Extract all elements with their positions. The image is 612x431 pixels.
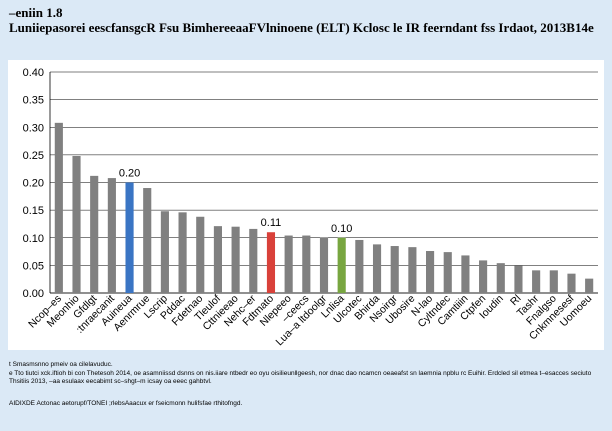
- bar-21: [408, 247, 417, 293]
- note-methodology: e Tto tiutci xck.iftioh bi con Thetesoh …: [9, 370, 592, 385]
- bar-12: [249, 228, 258, 293]
- bar-13: [266, 232, 276, 293]
- bar-10: [213, 226, 223, 293]
- bar-31: [585, 278, 594, 293]
- source-note: AIDIXDE Actonac aetorupf/TONEI ;rlebsAaa…: [9, 400, 243, 407]
- bar-19: [372, 244, 382, 293]
- bar-14: [284, 235, 293, 293]
- note-footnote: t Smasmsnno pmeiv oa cilelavuduc.: [9, 361, 113, 368]
- bar-26: [496, 263, 505, 293]
- y-tick-label: 0.30: [23, 122, 44, 134]
- y-tick-label: 0.10: [23, 233, 44, 245]
- bar-24: [461, 255, 470, 293]
- bar-25: [479, 260, 488, 293]
- bar-16: [319, 237, 329, 293]
- bar-3: [90, 175, 99, 293]
- data-label: 0.11: [261, 217, 282, 229]
- bar-7: [160, 211, 169, 293]
- bar-23: [443, 252, 452, 293]
- bar-15: [302, 235, 311, 293]
- bar-22: [425, 251, 435, 293]
- bar-1: [54, 122, 63, 293]
- plot-area: 0.00 0.05 0.10 0.15 0.20 0.25 0.30 0.35 0.40 Ncop…: [8, 60, 604, 350]
- y-tick-label: 0.20: [23, 178, 44, 190]
- data-label: 0.10: [331, 223, 352, 235]
- figure-number: –eniin 1.8: [9, 5, 63, 20]
- y-tick-label: 0.40: [23, 67, 44, 79]
- bar-17: [337, 237, 346, 293]
- bar-6: [143, 188, 152, 293]
- y-tick-label: 0.05: [23, 260, 44, 272]
- bar-11: [231, 226, 240, 293]
- data-label: 0.20: [119, 168, 140, 180]
- bar-5: [125, 182, 134, 293]
- figure-title: Luniiepasorei eescfansgcR Fsu Bimhereeaa…: [9, 20, 594, 35]
- y-tick-label: 0.35: [23, 95, 44, 107]
- bar-27: [514, 265, 523, 293]
- bar-2: [72, 155, 81, 293]
- y-tick-label: 0.25: [23, 150, 44, 162]
- y-tick-label: 0.15: [23, 205, 44, 217]
- bar-9: [196, 216, 205, 293]
- bar-4: [107, 178, 116, 293]
- y-tick-label: 0.00: [23, 288, 44, 300]
- bar-18: [355, 239, 364, 293]
- bar-28: [532, 270, 541, 293]
- bar-29: [549, 270, 558, 293]
- bar-30: [567, 273, 576, 293]
- bar-20: [390, 246, 399, 293]
- bar-chart: 0.000.050.100.150.200.250.300.350.40Ncop…: [23, 67, 598, 348]
- bar-8: [178, 212, 187, 293]
